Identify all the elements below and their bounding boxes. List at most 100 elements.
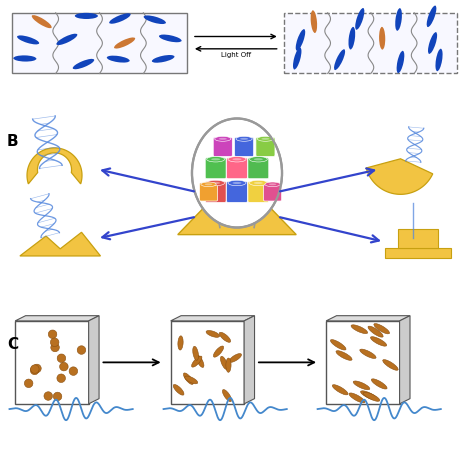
Ellipse shape [293, 47, 301, 70]
Ellipse shape [336, 351, 352, 360]
Ellipse shape [427, 6, 437, 27]
Ellipse shape [219, 138, 227, 140]
FancyBboxPatch shape [256, 137, 275, 156]
Ellipse shape [383, 360, 398, 370]
Ellipse shape [330, 339, 346, 350]
Ellipse shape [334, 49, 345, 70]
Bar [171, 321, 244, 404]
Ellipse shape [219, 196, 255, 202]
Ellipse shape [254, 158, 263, 160]
Ellipse shape [249, 156, 267, 162]
Ellipse shape [364, 392, 380, 401]
Ellipse shape [254, 182, 263, 184]
Ellipse shape [353, 381, 370, 390]
Ellipse shape [32, 15, 52, 28]
Ellipse shape [220, 356, 228, 370]
Ellipse shape [355, 8, 365, 30]
Ellipse shape [379, 27, 385, 50]
Polygon shape [15, 316, 99, 321]
Ellipse shape [206, 330, 219, 337]
FancyBboxPatch shape [248, 158, 269, 179]
Ellipse shape [229, 354, 241, 362]
Polygon shape [244, 316, 255, 404]
Ellipse shape [57, 354, 66, 363]
Ellipse shape [30, 365, 39, 374]
Ellipse shape [374, 324, 390, 334]
Bar [398, 229, 438, 248]
Ellipse shape [57, 374, 65, 383]
Ellipse shape [219, 332, 231, 342]
Ellipse shape [75, 13, 98, 19]
Ellipse shape [211, 158, 220, 160]
Ellipse shape [77, 346, 86, 354]
Ellipse shape [114, 37, 135, 48]
Ellipse shape [30, 366, 39, 374]
Polygon shape [326, 316, 410, 321]
Ellipse shape [60, 362, 68, 371]
Ellipse shape [191, 356, 202, 367]
Polygon shape [27, 148, 82, 184]
Ellipse shape [371, 337, 387, 346]
FancyBboxPatch shape [235, 137, 254, 156]
Text: Light Off: Light Off [220, 52, 251, 58]
Bar [326, 321, 400, 404]
Ellipse shape [207, 180, 225, 186]
FancyBboxPatch shape [205, 182, 226, 202]
Ellipse shape [183, 373, 193, 384]
Ellipse shape [261, 138, 270, 140]
Ellipse shape [348, 27, 355, 49]
Ellipse shape [269, 183, 276, 185]
Bar [385, 248, 451, 258]
Ellipse shape [201, 182, 216, 187]
Ellipse shape [211, 182, 220, 184]
Ellipse shape [73, 59, 94, 69]
Ellipse shape [265, 182, 280, 187]
Ellipse shape [51, 343, 59, 352]
Ellipse shape [192, 118, 282, 228]
Polygon shape [400, 316, 410, 404]
Ellipse shape [351, 325, 368, 334]
Ellipse shape [332, 385, 348, 395]
Ellipse shape [107, 55, 130, 63]
Ellipse shape [236, 137, 252, 141]
Ellipse shape [109, 13, 131, 24]
Ellipse shape [144, 16, 166, 24]
Ellipse shape [397, 51, 404, 73]
FancyBboxPatch shape [264, 183, 282, 201]
FancyBboxPatch shape [227, 158, 247, 179]
Ellipse shape [222, 390, 232, 401]
Text: B: B [7, 134, 19, 149]
FancyBboxPatch shape [248, 182, 269, 202]
Ellipse shape [207, 156, 225, 162]
Ellipse shape [48, 330, 57, 338]
Ellipse shape [193, 346, 199, 360]
Ellipse shape [361, 391, 377, 400]
Polygon shape [20, 232, 100, 256]
Polygon shape [171, 316, 255, 321]
FancyBboxPatch shape [227, 182, 247, 202]
Ellipse shape [436, 49, 443, 71]
Ellipse shape [185, 376, 198, 384]
FancyBboxPatch shape [213, 137, 232, 156]
Ellipse shape [349, 393, 365, 403]
Text: C: C [7, 337, 18, 352]
Ellipse shape [69, 367, 78, 375]
Polygon shape [178, 199, 296, 235]
Bar [284, 13, 457, 73]
Ellipse shape [215, 137, 231, 141]
Ellipse shape [228, 156, 246, 162]
Ellipse shape [56, 34, 77, 45]
Ellipse shape [173, 384, 184, 395]
Ellipse shape [196, 355, 204, 367]
Ellipse shape [240, 138, 248, 140]
Ellipse shape [44, 392, 53, 400]
Ellipse shape [296, 29, 305, 51]
Ellipse shape [50, 338, 59, 346]
Ellipse shape [13, 55, 36, 62]
Ellipse shape [428, 32, 437, 54]
Ellipse shape [17, 36, 39, 45]
Ellipse shape [228, 180, 246, 186]
Ellipse shape [178, 336, 183, 350]
Ellipse shape [205, 183, 212, 185]
Ellipse shape [33, 364, 41, 373]
